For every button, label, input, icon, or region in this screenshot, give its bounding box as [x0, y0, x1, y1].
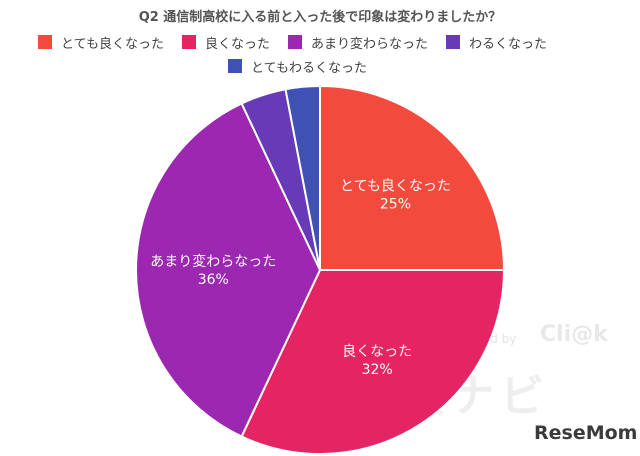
legend-item[interactable]: とても良くなった [38, 33, 164, 52]
legend-label: とてもわるくなった [251, 60, 367, 76]
slice-label: 良くなった [342, 344, 412, 360]
brand-logo: ReseMom [534, 422, 638, 444]
legend-swatch [446, 35, 460, 49]
legend-item[interactable]: わるくなった [446, 33, 547, 52]
legend-label: 良くなった [204, 36, 270, 52]
slice-value-label: 36% [198, 272, 229, 288]
pie-slice[interactable] [319, 84, 506, 271]
pie-slice[interactable] [284, 84, 321, 271]
slice-label: とても良くなった [340, 179, 451, 195]
slice-value-label: 25% [380, 197, 411, 213]
legend-label: とても良くなった [61, 36, 164, 52]
chart-title: Q2 通信制高校に入る前と入った後で印象は変わりましたか？ [138, 10, 502, 25]
legend-swatch [181, 35, 196, 49]
legend-label: わるくなった [469, 36, 548, 52]
slice-label: あまり変わらなった [150, 253, 276, 270]
legend-label: あまり変わらなった [310, 36, 428, 52]
pie-slice[interactable] [135, 102, 322, 438]
legend-swatch [228, 59, 242, 73]
legend-swatch [287, 35, 302, 49]
legend-swatch [38, 35, 52, 49]
legend: とても良くなった 良くなった あまり変わらなった わるくなった とてもわるくなっ… [38, 30, 638, 78]
legend-item[interactable]: 良くなった [181, 33, 270, 52]
legend-item[interactable]: あまり変わらなった [287, 33, 428, 52]
legend-item[interactable]: とてもわるくなった [228, 57, 367, 76]
watermark-partner-logo: Cli@k [540, 322, 608, 347]
pie-slice[interactable] [240, 269, 506, 455]
slice-value-label: 32% [362, 362, 393, 378]
